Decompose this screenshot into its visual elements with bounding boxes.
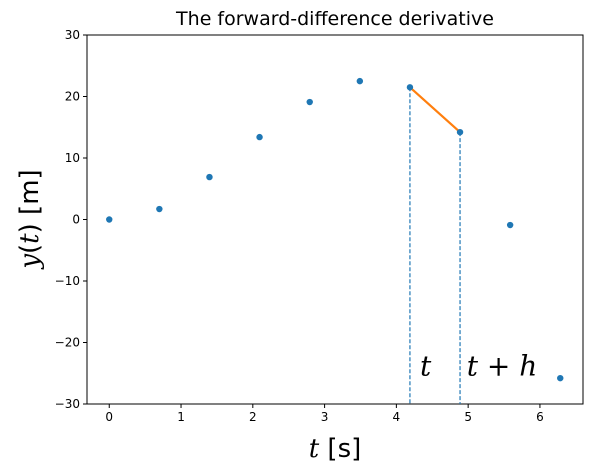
x-axis-var: t <box>309 434 320 464</box>
data-point <box>256 133 263 141</box>
difference-segment-group <box>408 86 462 134</box>
chart-title: The forward-difference derivative <box>175 8 494 30</box>
y-axis-unit: [m] <box>15 169 45 223</box>
annotation-label: t + h <box>467 349 538 382</box>
x-tick-label: 5 <box>464 410 472 424</box>
x-tick-label: 2 <box>249 410 257 424</box>
y-axis-var: y <box>15 254 45 270</box>
x-tick-label: 6 <box>536 410 544 424</box>
annotation-label: t <box>420 349 432 382</box>
y-tick-label: 20 <box>65 90 80 104</box>
y-tick-label: 10 <box>65 151 80 165</box>
y-tick-label: −10 <box>55 274 80 288</box>
x-tick-label: 3 <box>321 410 329 424</box>
x-tick-label: 0 <box>105 410 113 424</box>
data-point <box>406 84 414 91</box>
annotations: t t + h <box>420 349 537 382</box>
y-tick-label: −30 <box>55 397 80 411</box>
y-axis-arg: t <box>15 233 45 244</box>
data-points <box>106 77 564 382</box>
x-axis-label: t [s] <box>309 434 362 464</box>
data-point <box>356 77 364 85</box>
y-tick-label: 30 <box>65 28 80 42</box>
y-axis-paren-open: ( <box>15 244 45 254</box>
y-axis-ticks: −30 −20 −10 0 10 20 30 <box>55 28 87 411</box>
guide-lines <box>409 87 461 404</box>
data-point <box>456 128 464 136</box>
data-point <box>156 205 163 213</box>
data-point <box>506 221 514 229</box>
x-tick-label: 1 <box>177 410 185 424</box>
difference-segment <box>408 86 462 134</box>
y-tick-label: 0 <box>72 213 80 227</box>
y-tick-label: −20 <box>55 336 80 350</box>
y-axis-label: y(t) [m] <box>15 169 45 269</box>
data-point <box>106 216 113 223</box>
data-point <box>306 98 313 106</box>
x-axis-ticks: 0 1 2 3 4 5 6 <box>105 404 544 424</box>
x-axis-unit: [s] <box>319 434 361 464</box>
y-axis-paren-close: ) <box>15 223 45 233</box>
data-point <box>206 173 213 181</box>
x-tick-label: 4 <box>393 410 401 424</box>
data-point <box>557 374 564 382</box>
